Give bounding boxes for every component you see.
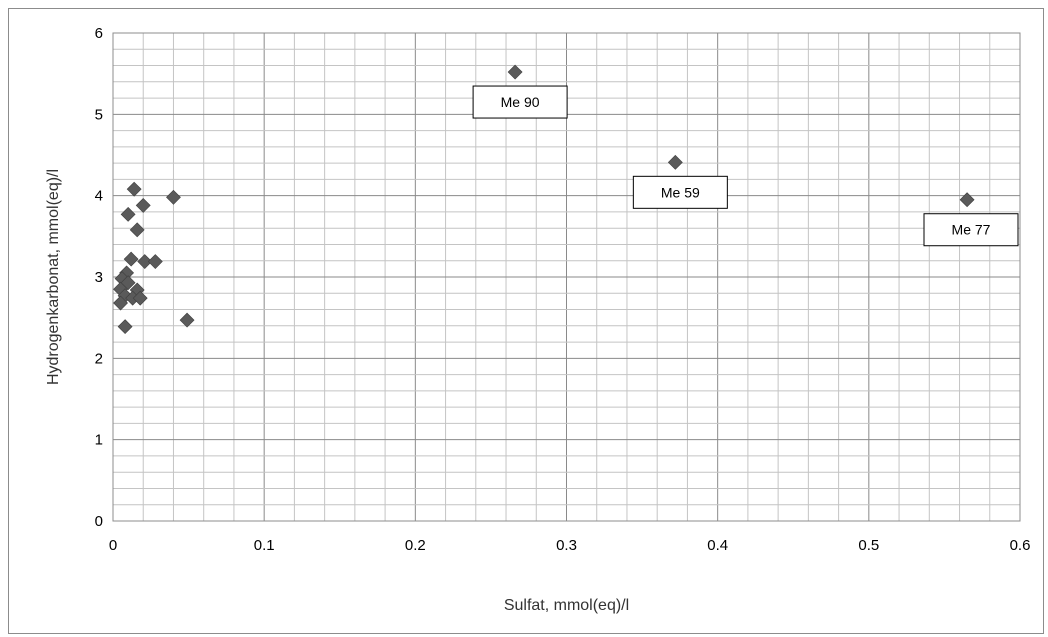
annotations: Me 90 Me 59 Me 77 [472,85,1019,247]
x-tick-label: 0.2 [405,537,426,554]
x-tick-label: 0.5 [858,537,879,554]
annotation-box [632,175,728,209]
data-point [113,295,128,311]
data-point [166,189,181,205]
annotation-text: Me 59 [661,184,700,200]
data-point [126,181,142,197]
data-point [123,251,139,267]
data-point [132,290,148,306]
data-point [129,222,145,238]
annotation-box [472,85,568,119]
plot-area [112,32,1021,522]
y-tick-label: 0 [95,513,103,530]
data-point [137,254,153,269]
y-tick-label: 6 [95,25,103,42]
annotation-text: Me 90 [501,94,540,110]
data-point [135,198,151,213]
data-point [507,64,523,80]
y-tick-label: 5 [95,106,103,123]
annotation-text: Me 77 [952,222,991,238]
x-axis-title: Sulfat, mmol(eq)/l [504,597,629,614]
data-points [113,64,975,335]
data-point [959,192,975,208]
data-point [667,154,683,170]
y-tick-label: 2 [95,350,103,367]
x-tick-label: 0.3 [556,537,577,554]
x-tick-label: 0.1 [254,537,275,554]
data-point [117,319,133,335]
data-point [120,206,136,222]
tick-labels: 0 0.1 0.2 0.3 0.4 0.5 0.6 0 1 2 3 4 5 6 [95,25,1031,554]
y-tick-label: 1 [95,432,103,449]
annotation-label: Me 59 [632,175,728,209]
y-tick-label: 4 [95,188,103,205]
x-tick-label: 0.4 [707,537,728,554]
x-tick-label: 0.6 [1010,537,1031,554]
data-point [179,312,195,328]
annotation-label: Me 77 [923,213,1019,247]
y-axis-title: Hydrogenkarbonat, mmol(eq)/l [45,169,62,385]
annotation-label: Me 90 [472,85,568,119]
y-tick-label: 3 [95,269,103,286]
x-tick-label: 0 [109,537,117,554]
data-point [147,254,163,269]
annotation-box [923,213,1019,247]
